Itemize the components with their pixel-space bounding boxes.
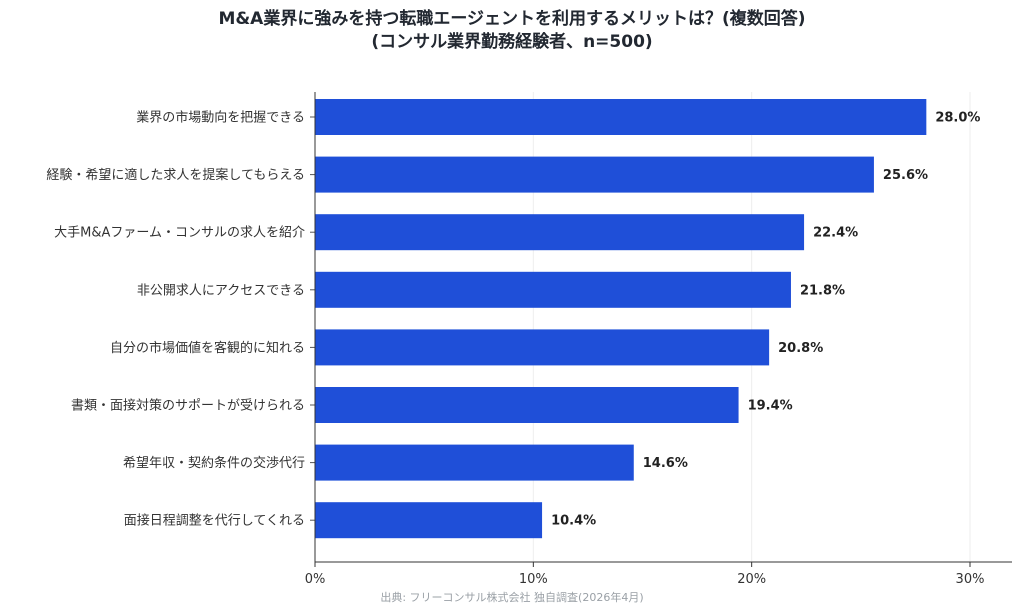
bar (315, 329, 770, 366)
category-label: 自分の市場価値を客観的に知れる (110, 340, 305, 356)
data-label: 21.8% (800, 283, 845, 298)
category-label: 面接日程調整を代行してくれる (124, 513, 305, 529)
data-label: 20.8% (778, 341, 823, 356)
bar (315, 387, 739, 423)
data-label: 10.4% (551, 514, 596, 529)
chart-subtitle: (コンサル業界勤務経験者、n=500) (371, 32, 653, 52)
bar (315, 156, 874, 193)
data-label: 19.4% (748, 399, 793, 414)
bar (315, 444, 634, 481)
data-label: 22.4% (813, 226, 858, 241)
category-label: 経験・希望に適した求人を提案してもらえる (46, 167, 305, 183)
bar (315, 99, 927, 135)
x-tick-label: 30% (956, 572, 985, 587)
chart-title: M&A業界に強みを持つ転職エージェントを利用するメリットは？(複数回答) (218, 9, 806, 29)
x-tick-label: 20% (737, 572, 766, 587)
x-tick-label: 0% (305, 572, 326, 587)
x-tick-label: 10% (519, 572, 548, 587)
data-label: 14.6% (643, 456, 688, 471)
category-label: 業界の市場動向を把握できる (136, 110, 305, 126)
category-label: 書類・面接対策のサポートが受けられる (71, 398, 305, 414)
bar (315, 214, 805, 251)
bar (315, 271, 791, 308)
data-label: 25.6% (883, 168, 928, 183)
bar (315, 502, 543, 539)
chart-title-block: M&A業界に強みを持つ転職エージェントを利用するメリットは？(複数回答) (コン… (0, 8, 1024, 54)
category-label: 大手M&Aファーム・コンサルの求人を紹介 (54, 226, 305, 241)
source-note: 出典: フリーコンサル株式会社 独自調査(2026年4月) (380, 591, 644, 604)
category-label: 希望年収・契約条件の交渉代行 (123, 455, 305, 471)
category-label: 非公開求人にアクセスできる (137, 283, 305, 298)
data-label: 28.0% (935, 111, 980, 126)
